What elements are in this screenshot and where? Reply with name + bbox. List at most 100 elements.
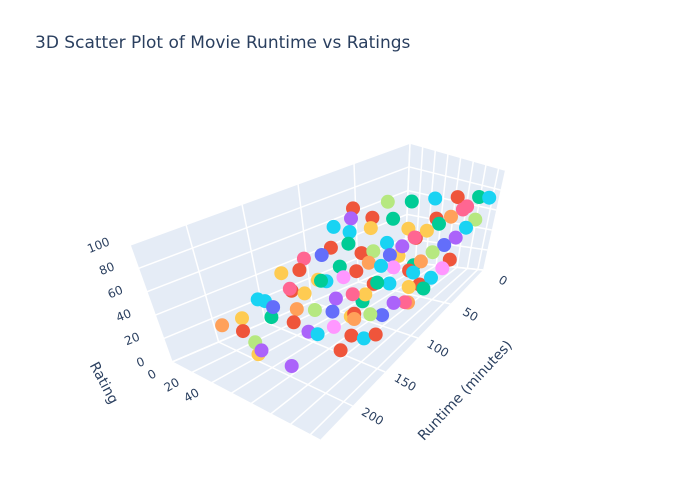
data-points <box>215 190 497 373</box>
chart-title: 3D Scatter Plot of Movie Runtime vs Rati… <box>35 33 411 53</box>
data-point <box>356 331 371 346</box>
data-point <box>455 202 470 217</box>
data-point <box>286 315 301 330</box>
data-point <box>437 238 452 252</box>
data-point <box>349 264 364 279</box>
grid-line-runtime <box>218 341 353 407</box>
y-tick-label: 20 <box>162 375 182 395</box>
data-point <box>297 286 312 301</box>
data-point <box>386 295 401 310</box>
data-point <box>254 343 269 358</box>
data-point <box>361 255 376 270</box>
back-wall-left <box>130 143 410 362</box>
data-point <box>314 273 328 288</box>
data-point <box>425 245 440 260</box>
data-point <box>307 303 322 317</box>
runtime-axis-title: Runtime (minutes) <box>415 338 516 444</box>
data-point <box>482 190 497 205</box>
data-point <box>432 216 446 231</box>
data-point <box>345 287 360 302</box>
rating-tick-label: 100 <box>85 235 111 257</box>
data-point <box>386 260 401 275</box>
data-point <box>289 302 304 317</box>
data-point <box>368 327 383 342</box>
data-point <box>370 275 385 290</box>
data-point <box>386 211 401 226</box>
grid-line-rating <box>409 142 506 171</box>
rating-tick-label: 60 <box>106 283 125 302</box>
data-point <box>325 304 340 319</box>
grid-line-runtime <box>297 183 313 303</box>
data-point <box>472 190 487 204</box>
data-point <box>366 244 381 259</box>
runtime-tick-label: 50 <box>460 305 480 325</box>
data-point <box>416 281 431 296</box>
runtime-tick-label: 150 <box>392 371 419 395</box>
y-tick-label: 0 <box>145 367 159 383</box>
data-point <box>375 308 390 323</box>
grid-line-y <box>477 168 500 270</box>
data-point <box>282 281 297 296</box>
data-point <box>363 221 378 236</box>
data-point <box>314 248 329 262</box>
rating-tick-label: 80 <box>97 259 116 278</box>
data-point <box>347 312 362 326</box>
grid-line-rating <box>146 189 409 293</box>
data-point <box>450 190 465 205</box>
data-point <box>296 251 311 266</box>
data-point <box>266 300 281 315</box>
rating-tick-label: 20 <box>122 330 141 349</box>
data-point <box>333 343 348 358</box>
grid-line-rating <box>408 166 501 191</box>
data-point <box>428 191 443 206</box>
data-point <box>235 311 249 326</box>
data-point <box>358 287 373 302</box>
data-point <box>397 295 412 310</box>
data-point <box>435 261 450 276</box>
grid-line-y <box>425 150 437 265</box>
data-point <box>404 194 419 209</box>
data-point <box>444 209 458 224</box>
data-point <box>341 236 356 251</box>
data-point <box>382 248 397 262</box>
grid-line-rating <box>138 166 410 270</box>
data-point <box>419 223 434 238</box>
data-point <box>380 194 395 209</box>
data-point <box>342 225 357 239</box>
data-point <box>336 270 351 285</box>
runtime-tick-label: 100 <box>424 337 451 361</box>
data-point <box>407 230 422 245</box>
data-point <box>363 307 378 322</box>
data-point <box>292 263 307 277</box>
runtime-tick-label: 200 <box>359 405 386 429</box>
grid-line-y <box>171 261 406 363</box>
data-point <box>380 235 394 250</box>
data-point <box>401 280 416 294</box>
rating-axis-title: Rating <box>86 359 121 406</box>
data-point <box>284 359 299 373</box>
data-point <box>448 230 463 245</box>
data-point <box>354 246 369 261</box>
data-point <box>365 210 380 225</box>
data-point <box>424 270 438 285</box>
data-point <box>274 266 289 281</box>
data-point <box>395 239 410 254</box>
data-point <box>236 324 250 339</box>
data-point <box>215 318 230 333</box>
grid-line-runtime <box>171 361 321 441</box>
runtime-tick-label: 0 <box>496 273 510 289</box>
grid-line-runtime <box>129 244 173 363</box>
data-point <box>326 219 341 234</box>
rating-tick-label: 40 <box>114 306 133 325</box>
data-point <box>326 319 341 334</box>
data-point <box>328 291 343 306</box>
data-point <box>374 258 388 273</box>
data-point <box>332 259 347 274</box>
y-tick-label: 40 <box>181 385 201 405</box>
grid-line-runtime <box>264 321 386 373</box>
data-point <box>310 327 325 342</box>
rating-tick-label: 0 <box>134 354 146 370</box>
grid-line-y <box>289 267 468 425</box>
